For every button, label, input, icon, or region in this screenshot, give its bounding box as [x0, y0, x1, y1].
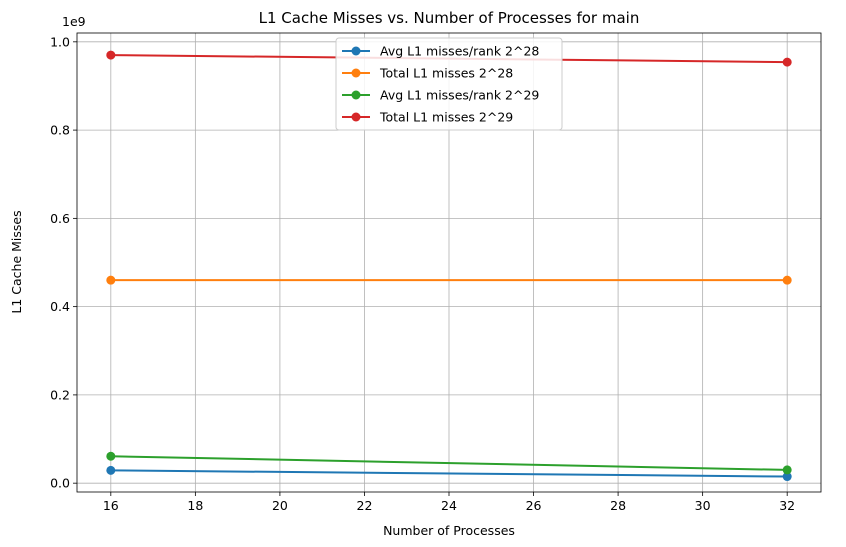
legend-marker — [351, 68, 361, 78]
x-tick-label: 30 — [695, 498, 711, 513]
y-tick-label: 0.0 — [50, 476, 70, 491]
legend-label: Total L1 misses 2^29 — [379, 110, 513, 125]
y-tick-label: 1.0 — [50, 34, 70, 49]
x-axis-label: Number of Processes — [383, 523, 515, 538]
series-2 — [106, 275, 792, 285]
ticks: 16 18 20 22 24 26 28 30 32 0.0 0.2 0.4 0.6 0.8 1.0 — [50, 34, 795, 513]
data-point — [782, 472, 792, 482]
data-point — [782, 57, 792, 67]
legend: Avg L1 misses/rank 2^28 Total L1 misses 2… — [335, 37, 563, 131]
data-point — [106, 275, 116, 285]
data-point — [106, 50, 116, 60]
y-offset-label: 1e9 — [62, 14, 86, 29]
y-tick-label: 0.4 — [50, 299, 70, 314]
data-point — [106, 451, 116, 461]
legend-item: Total L1 misses 2^28 — [342, 66, 513, 81]
y-tick-label: 0.6 — [50, 211, 70, 226]
legend-label: Avg L1 misses/rank 2^28 — [380, 44, 539, 59]
legend-label: Avg L1 misses/rank 2^29 — [380, 88, 539, 103]
series-3 — [106, 451, 792, 475]
y-tick-label: 0.2 — [50, 387, 70, 402]
x-tick-label: 28 — [610, 498, 626, 513]
x-tick-label: 32 — [779, 498, 795, 513]
x-tick-label: 20 — [272, 498, 288, 513]
legend-item: Total L1 misses 2^29 — [342, 110, 513, 125]
x-tick-label: 22 — [357, 498, 373, 513]
legend-marker — [351, 90, 361, 100]
legend-item: Avg L1 misses/rank 2^28 — [342, 44, 539, 59]
y-tick-label: 0.8 — [50, 123, 70, 138]
legend-label: Total L1 misses 2^28 — [379, 66, 513, 81]
x-tick-label: 16 — [103, 498, 119, 513]
x-tick-label: 18 — [187, 498, 203, 513]
series-1 — [106, 465, 792, 482]
data-point — [782, 275, 792, 285]
chart-title: L1 Cache Misses vs. Number of Processes … — [259, 9, 640, 27]
x-tick-label: 24 — [441, 498, 457, 513]
x-tick-label: 26 — [526, 498, 542, 513]
series-line — [110, 469, 788, 478]
data-point — [782, 465, 792, 475]
y-axis-label: L1 Cache Misses — [9, 210, 24, 313]
legend-marker — [351, 112, 361, 122]
legend-item: Avg L1 misses/rank 2^29 — [342, 88, 539, 103]
legend-box — [335, 37, 563, 131]
series-layer — [106, 50, 792, 482]
legend-marker — [351, 46, 361, 56]
data-point — [106, 465, 116, 475]
series-line — [110, 455, 788, 471]
